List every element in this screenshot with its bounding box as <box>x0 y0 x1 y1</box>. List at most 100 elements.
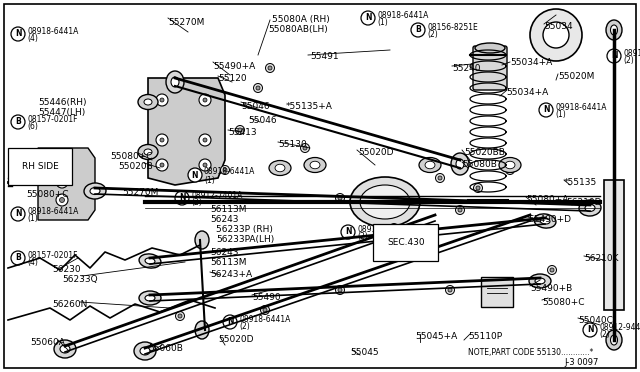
Circle shape <box>392 226 396 230</box>
Text: 55491: 55491 <box>310 52 339 61</box>
Circle shape <box>438 176 442 180</box>
Ellipse shape <box>529 274 551 288</box>
Ellipse shape <box>275 164 285 172</box>
Text: 55447(LH): 55447(LH) <box>38 108 85 117</box>
Circle shape <box>530 9 582 61</box>
Text: 55490+A: 55490+A <box>213 62 255 71</box>
Ellipse shape <box>195 231 209 249</box>
Circle shape <box>253 83 262 93</box>
Circle shape <box>236 125 244 135</box>
Text: 55080+C: 55080+C <box>542 298 584 307</box>
Text: 08912-9441A: 08912-9441A <box>599 323 640 331</box>
Circle shape <box>341 225 355 239</box>
Text: 08918-6441A: 08918-6441A <box>357 224 408 234</box>
Circle shape <box>498 280 502 284</box>
Text: 56233Q: 56233Q <box>62 275 98 284</box>
Text: 55080+A: 55080+A <box>526 195 568 204</box>
Text: SEC.430: SEC.430 <box>387 238 424 247</box>
Text: 55270M: 55270M <box>168 18 204 27</box>
Text: (1): (1) <box>555 110 566 119</box>
Text: 55270M: 55270M <box>122 188 158 197</box>
Text: 56113M: 56113M <box>210 258 246 267</box>
Text: (4): (4) <box>27 35 38 44</box>
Circle shape <box>175 311 184 321</box>
Text: (2): (2) <box>427 31 438 39</box>
Text: 56243: 56243 <box>210 248 239 257</box>
Ellipse shape <box>456 159 464 169</box>
Text: 55046: 55046 <box>241 102 269 111</box>
Text: 55120: 55120 <box>218 74 246 83</box>
Ellipse shape <box>134 342 156 360</box>
Ellipse shape <box>166 71 184 93</box>
Circle shape <box>11 251 25 265</box>
Circle shape <box>56 156 68 168</box>
Circle shape <box>474 183 483 192</box>
Text: (1): (1) <box>377 19 388 28</box>
Circle shape <box>11 27 25 41</box>
Text: (2): (2) <box>191 199 202 208</box>
Ellipse shape <box>579 200 601 216</box>
Text: 55040C: 55040C <box>578 316 613 325</box>
Circle shape <box>445 285 454 295</box>
Ellipse shape <box>611 25 618 35</box>
Text: 08157-0201F: 08157-0201F <box>27 115 77 124</box>
Ellipse shape <box>451 153 469 175</box>
Text: (2): (2) <box>599 330 610 340</box>
Circle shape <box>543 22 569 48</box>
Circle shape <box>547 266 557 275</box>
Ellipse shape <box>611 335 618 345</box>
Text: (1): (1) <box>27 215 38 224</box>
Circle shape <box>275 160 285 170</box>
Text: N: N <box>345 228 351 237</box>
Text: B: B <box>15 253 21 263</box>
Circle shape <box>60 198 65 202</box>
Text: NOTE,PART CODE 55130............*: NOTE,PART CODE 55130............* <box>468 348 593 357</box>
Circle shape <box>301 144 310 153</box>
Text: 55490+B: 55490+B <box>530 284 572 293</box>
Text: 56243: 56243 <box>210 215 239 224</box>
Circle shape <box>539 103 553 117</box>
Text: 08912-7401A: 08912-7401A <box>191 190 243 199</box>
FancyBboxPatch shape <box>473 46 507 90</box>
Circle shape <box>338 196 342 200</box>
Text: 08918-6441A: 08918-6441A <box>204 167 255 176</box>
Ellipse shape <box>350 177 420 227</box>
Text: 55110P: 55110P <box>468 332 502 341</box>
Ellipse shape <box>360 185 410 219</box>
Text: 08912-8421A: 08912-8421A <box>623 48 640 58</box>
Text: 08157-0201F: 08157-0201F <box>27 250 77 260</box>
Ellipse shape <box>304 157 326 173</box>
Circle shape <box>390 224 399 232</box>
Text: 55080AB(LH): 55080AB(LH) <box>268 25 328 34</box>
Text: 55045+A: 55045+A <box>415 332 457 341</box>
Circle shape <box>303 146 307 150</box>
Text: 55020BB: 55020BB <box>464 148 505 157</box>
Ellipse shape <box>499 157 521 173</box>
Ellipse shape <box>425 161 435 169</box>
Text: N: N <box>365 13 371 22</box>
Text: 55060B: 55060B <box>148 344 183 353</box>
Text: 55060A: 55060A <box>30 338 65 347</box>
Text: J-3 0097: J-3 0097 <box>564 358 598 367</box>
Ellipse shape <box>145 258 155 264</box>
Text: 56233PA(LH): 56233PA(LH) <box>216 235 275 244</box>
Circle shape <box>178 314 182 318</box>
Ellipse shape <box>419 157 441 173</box>
Text: 55020D: 55020D <box>358 148 394 157</box>
Circle shape <box>495 278 504 286</box>
Circle shape <box>476 186 480 190</box>
Text: 55034: 55034 <box>544 22 573 31</box>
Text: (1): (1) <box>204 176 215 185</box>
Circle shape <box>156 94 168 106</box>
Ellipse shape <box>138 94 158 109</box>
Ellipse shape <box>140 347 150 355</box>
Circle shape <box>335 193 344 202</box>
Text: 55046: 55046 <box>248 116 276 125</box>
Ellipse shape <box>269 160 291 176</box>
Circle shape <box>199 134 211 146</box>
Polygon shape <box>148 78 225 185</box>
Text: 55490+D: 55490+D <box>528 215 571 224</box>
Text: 55413: 55413 <box>228 128 257 137</box>
Circle shape <box>361 11 375 25</box>
Circle shape <box>263 308 267 312</box>
